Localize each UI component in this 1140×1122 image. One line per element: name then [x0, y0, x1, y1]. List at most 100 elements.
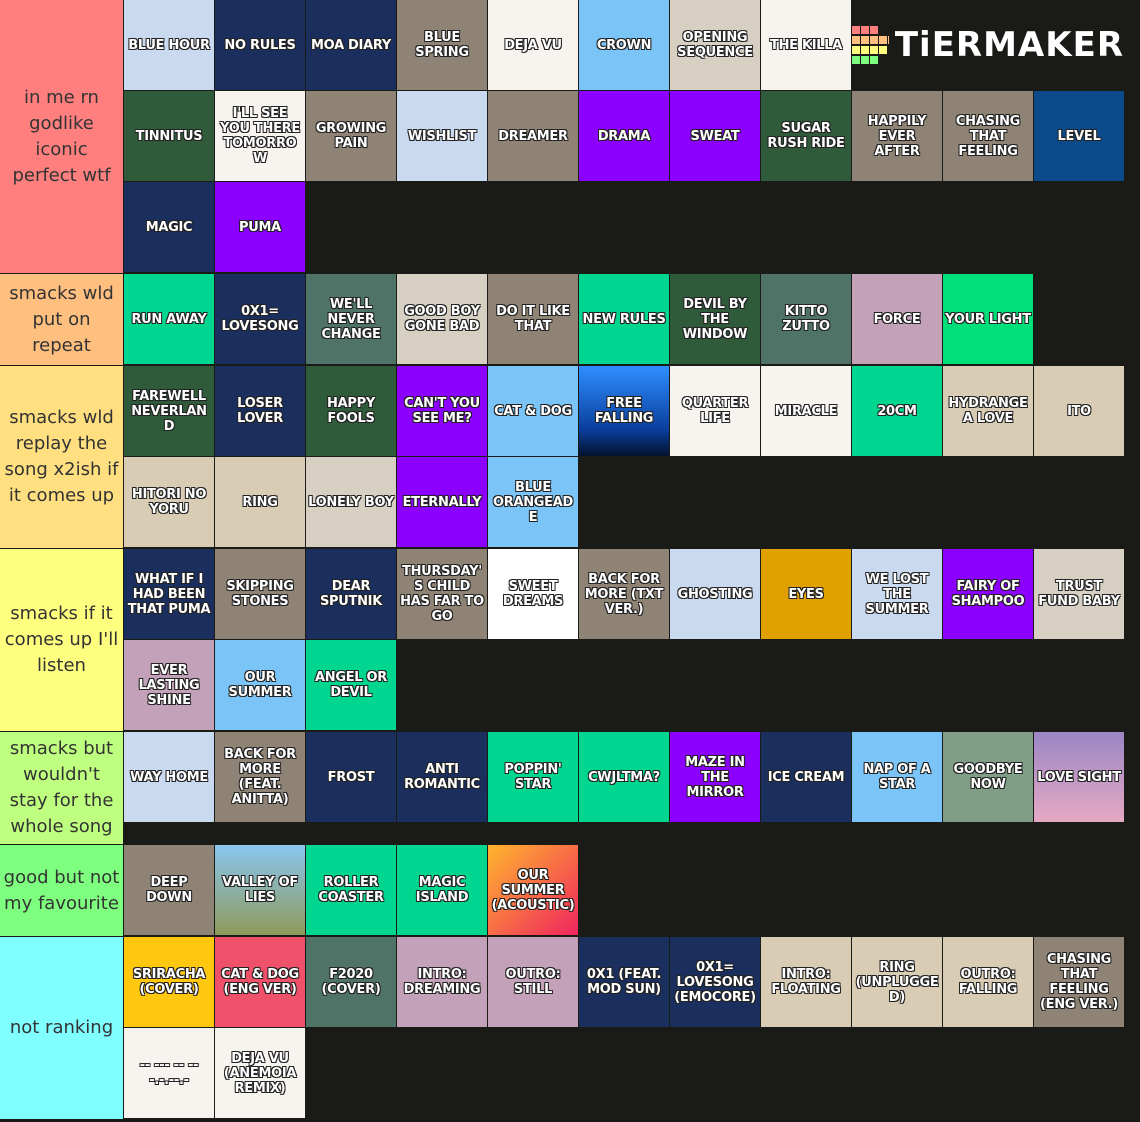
song-tile: MAGIC	[124, 182, 214, 272]
song-tile: SUGAR RUSH RIDE	[761, 91, 851, 181]
song-tile: RING	[215, 457, 305, 547]
song-tile: SRIRACHA (COVER)	[124, 937, 214, 1027]
tier-items: DEEP DOWN VALLEY OF LIES ROLLER COASTER MAG…	[124, 845, 1140, 936]
song-tile: 20CM	[852, 366, 942, 456]
song-tile: CAT & DOG (ENG VER)	[215, 937, 305, 1027]
song-tile: FAREWELL NEVERLAND	[124, 366, 214, 456]
song-tile: ITO	[1034, 366, 1124, 456]
song-tile: THURSDAY'S CHILD HAS FAR TO GO	[397, 549, 487, 639]
song-tile: QUARTER LIFE	[670, 366, 760, 456]
tier-items: SRIRACHA (COVER) CAT & DOG (ENG VER) F2020…	[124, 937, 1140, 1119]
song-tile: GOOD BOY GONE BAD	[397, 274, 487, 364]
song-tile: LONELY BOY	[306, 457, 396, 547]
song-tile: KITTO ZUTTO	[761, 274, 851, 364]
song-tile: WE LOST THE SUMMER	[852, 549, 942, 639]
song-tile: WAY HOME	[124, 732, 214, 822]
tier-label: smacks if it comes up I'll listen	[0, 549, 123, 731]
song-tile: MAGIC ISLAND	[397, 845, 487, 935]
tier-row: smacks but wouldn't stay for the whole s…	[0, 732, 1140, 844]
tier-label: smacks wld put on repeat	[0, 274, 123, 365]
tier-row: smacks wld replay the song x2ish if it c…	[0, 366, 1140, 548]
song-tile: 0X1 (FEAT. MOD SUN)	[579, 937, 669, 1027]
song-tile: NO RULES	[215, 0, 305, 90]
song-tile: ANGEL OR DEVIL	[306, 640, 396, 730]
song-tile: CROWN	[579, 0, 669, 90]
song-tile: FREE FALLING	[579, 366, 669, 456]
song-tile: LOSER LOVER	[215, 366, 305, 456]
song-tile: 0X1= LOVESONG (EMOCORE)	[670, 937, 760, 1027]
song-tile: CAN'T YOU SEE ME?	[397, 366, 487, 456]
song-tile: THE KILLA	[761, 0, 851, 90]
song-tile: CHASING THAT FEELING	[943, 91, 1033, 181]
song-tile: RUN AWAY	[124, 274, 214, 364]
song-tile: HITORI NO YORU	[124, 457, 214, 547]
tier-label: smacks wld replay the song x2ish if it c…	[0, 366, 123, 548]
tier-label: in me rn godlike iconic perfect wtf	[0, 0, 123, 273]
song-tile: BACK FOR MORE (TXT VER.)	[579, 549, 669, 639]
song-tile: GROWING PAIN	[306, 91, 396, 181]
song-tile: DEJA VU (ANEMOIA REMIX)	[215, 1028, 305, 1118]
tier-label: not ranking	[0, 937, 123, 1119]
song-tile: NAP OF A STAR	[852, 732, 942, 822]
song-tile: OUR SUMMER	[215, 640, 305, 730]
song-tile: SWEET DREAMS	[488, 549, 578, 639]
song-tile: SWEAT	[670, 91, 760, 181]
song-tile: HAPPY FOOLS	[306, 366, 396, 456]
logo-text: TiERMAKER	[894, 25, 1124, 65]
song-tile: DEEP DOWN	[124, 845, 214, 935]
song-tile: NEW RULES	[579, 274, 669, 364]
song-tile: WISHLIST	[397, 91, 487, 181]
tier-label: good but not my favourite	[0, 845, 123, 936]
song-tile: PUMA	[215, 182, 305, 272]
song-tile: BACK FOR MORE (FEAT. ANITTA)	[215, 732, 305, 822]
song-tile: RING (UNPLUGGED)	[852, 937, 942, 1027]
song-tile: HYDRANGEA LOVE	[943, 366, 1033, 456]
song-tile: VALLEY OF LIES	[215, 845, 305, 935]
song-tile: OPENING SEQUENCE	[670, 0, 760, 90]
song-tile: DREAMER	[488, 91, 578, 181]
tier-row: in me rn godlike iconic perfect wtf BLUE …	[0, 0, 1140, 273]
song-tile: DO IT LIKE THAT	[488, 274, 578, 364]
song-tile: ANTI ROMANTIC	[397, 732, 487, 822]
song-tile: WE'LL NEVER CHANGE	[306, 274, 396, 364]
tier-items: BLUE HOUR NO RULES MOA DIARY BLUE SPRING DEJ…	[124, 0, 1140, 273]
song-tile: HAPPILY EVER AFTER	[852, 91, 942, 181]
song-tile: 0X1= LOVESONG	[215, 274, 305, 364]
song-tile: DEAR SPUTNIK	[306, 549, 396, 639]
song-tile: GHOSTING	[670, 549, 760, 639]
song-tile: SKIPPING STONES	[215, 549, 305, 639]
song-tile: DEVIL BY THE WINDOW	[670, 274, 760, 364]
song-tile: CAT & DOG	[488, 366, 578, 456]
song-tile: OUTRO: FALLING	[943, 937, 1033, 1027]
song-tile: FROST	[306, 732, 396, 822]
song-tile: FAIRY OF SHAMPOO	[943, 549, 1033, 639]
song-tile: BLUE HOUR	[124, 0, 214, 90]
song-tile: EYES	[761, 549, 851, 639]
tier-items: RUN AWAY 0X1= LOVESONG WE'LL NEVER CHANGE G…	[124, 274, 1140, 365]
tier-items: WHAT IF I HAD BEEN THAT PUMA SKIPPING STO…	[124, 549, 1140, 731]
song-tile: GOODBYE NOW	[943, 732, 1033, 822]
song-tile: I'LL SEE YOU THERE TOMORROW	[215, 91, 305, 181]
song-tile: INTRO: FLOATING	[761, 937, 851, 1027]
song-tile: OUTRO: STILL	[488, 937, 578, 1027]
song-tile: MOA DIARY	[306, 0, 396, 90]
tier-row: good but not my favourite DEEP DOWN VALLEY…	[0, 845, 1140, 936]
song-tile: YOUR LIGHT	[943, 274, 1033, 364]
song-tile: CWJLTMA?	[579, 732, 669, 822]
song-tile: MIRACLE	[761, 366, 851, 456]
tier-row: smacks if it comes up I'll listen WHAT IF…	[0, 549, 1140, 731]
song-tile: -- --- -- -- -.-.--.-	[124, 1028, 214, 1118]
song-tile: MAZE IN THE MIRROR	[670, 732, 760, 822]
song-tile: ICE CREAM	[761, 732, 851, 822]
song-tile: F2020 (COVER)	[306, 937, 396, 1027]
logo: TiERMAKER	[852, 0, 1124, 90]
logo-icon	[852, 26, 889, 64]
song-tile: TINNITUS	[124, 91, 214, 181]
song-tile: FORCE	[852, 274, 942, 364]
tier-items: WAY HOME BACK FOR MORE (FEAT. ANITTA) FROS…	[124, 732, 1140, 844]
song-tile: OUR SUMMER (ACOUSTIC)	[488, 845, 578, 935]
song-tile: TRUST FUND BABY	[1034, 549, 1124, 639]
song-tile: ETERNALLY	[397, 457, 487, 547]
